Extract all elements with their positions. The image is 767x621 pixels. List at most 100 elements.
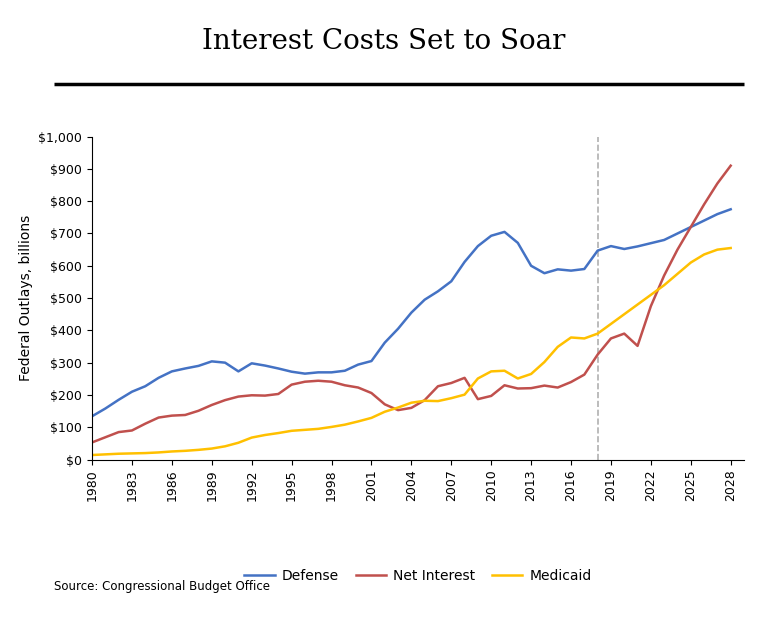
Defense — [154, 374, 163, 381]
Y-axis label: Federal Outlays, billions: Federal Outlays, billions — [19, 215, 33, 381]
Defense — [114, 396, 123, 404]
Defense — [673, 230, 682, 237]
Defense — [247, 360, 256, 367]
Defense — [660, 236, 669, 243]
Net Interest — [553, 384, 562, 391]
Net Interest — [526, 384, 535, 392]
Medicaid — [114, 450, 123, 458]
Net Interest — [274, 390, 283, 397]
Defense — [87, 412, 97, 420]
Net Interest — [433, 383, 443, 390]
Medicaid — [580, 335, 589, 342]
Line: Defense: Defense — [92, 209, 731, 416]
Net Interest — [327, 378, 336, 386]
Medicaid — [686, 259, 696, 266]
Net Interest — [261, 392, 270, 399]
Defense — [261, 362, 270, 369]
Net Interest — [220, 396, 229, 404]
Net Interest — [314, 377, 323, 384]
Defense — [607, 242, 616, 250]
Medicaid — [593, 330, 602, 337]
Medicaid — [367, 414, 376, 422]
Medicaid — [513, 374, 522, 382]
Net Interest — [367, 389, 376, 397]
Text: Source: Congressional Budget Office: Source: Congressional Budget Office — [54, 580, 270, 593]
Defense — [513, 239, 522, 247]
Net Interest — [180, 411, 189, 419]
Net Interest — [393, 406, 403, 414]
Net Interest — [713, 179, 722, 187]
Medicaid — [540, 358, 549, 366]
Net Interest — [566, 378, 575, 386]
Net Interest — [486, 392, 495, 400]
Defense — [700, 217, 709, 224]
Medicaid — [433, 397, 443, 405]
Net Interest — [114, 428, 123, 436]
Medicaid — [301, 426, 310, 433]
Net Interest — [700, 201, 709, 208]
Medicaid — [194, 446, 203, 453]
Defense — [500, 228, 509, 235]
Defense — [407, 309, 416, 316]
Medicaid — [380, 408, 390, 415]
Net Interest — [194, 407, 203, 414]
Net Interest — [460, 374, 469, 381]
Net Interest — [500, 381, 509, 389]
Medicaid — [341, 421, 350, 428]
Defense — [633, 243, 642, 250]
Defense — [341, 367, 350, 374]
Medicaid — [327, 423, 336, 430]
Defense — [726, 206, 736, 213]
Defense — [380, 339, 390, 347]
Net Interest — [540, 382, 549, 389]
Medicaid — [460, 391, 469, 398]
Medicaid — [446, 394, 456, 402]
Medicaid — [247, 434, 256, 442]
Medicaid — [633, 301, 642, 308]
Defense — [580, 265, 589, 273]
Defense — [473, 242, 482, 250]
Medicaid — [207, 445, 216, 452]
Medicaid — [620, 310, 629, 318]
Medicaid — [100, 451, 110, 458]
Defense — [647, 240, 656, 247]
Net Interest — [167, 412, 176, 419]
Medicaid — [167, 448, 176, 455]
Net Interest — [660, 272, 669, 279]
Medicaid — [486, 368, 495, 375]
Defense — [287, 368, 296, 376]
Net Interest — [140, 420, 150, 427]
Net Interest — [446, 379, 456, 387]
Medicaid — [314, 425, 323, 433]
Net Interest — [673, 246, 682, 253]
Defense — [460, 258, 469, 266]
Defense — [234, 368, 243, 375]
Defense — [593, 247, 602, 255]
Net Interest — [420, 396, 430, 404]
Text: Interest Costs Set to Soar: Interest Costs Set to Soar — [202, 28, 565, 55]
Net Interest — [341, 381, 350, 389]
Defense — [127, 388, 137, 396]
Medicaid — [647, 291, 656, 299]
Net Interest — [726, 162, 736, 170]
Net Interest — [354, 384, 363, 391]
Defense — [713, 211, 722, 218]
Net Interest — [380, 401, 390, 408]
Defense — [433, 288, 443, 295]
Medicaid — [566, 333, 575, 341]
Net Interest — [247, 392, 256, 399]
Defense — [553, 266, 562, 273]
Net Interest — [207, 401, 216, 409]
Medicaid — [553, 343, 562, 351]
Defense — [180, 365, 189, 372]
Medicaid — [526, 370, 535, 378]
Defense — [207, 358, 216, 365]
Medicaid — [274, 429, 283, 437]
Defense — [274, 365, 283, 372]
Defense — [686, 224, 696, 231]
Defense — [486, 232, 495, 240]
Medicaid — [713, 246, 722, 253]
Defense — [526, 262, 535, 270]
Net Interest — [234, 393, 243, 401]
Net Interest — [633, 342, 642, 350]
